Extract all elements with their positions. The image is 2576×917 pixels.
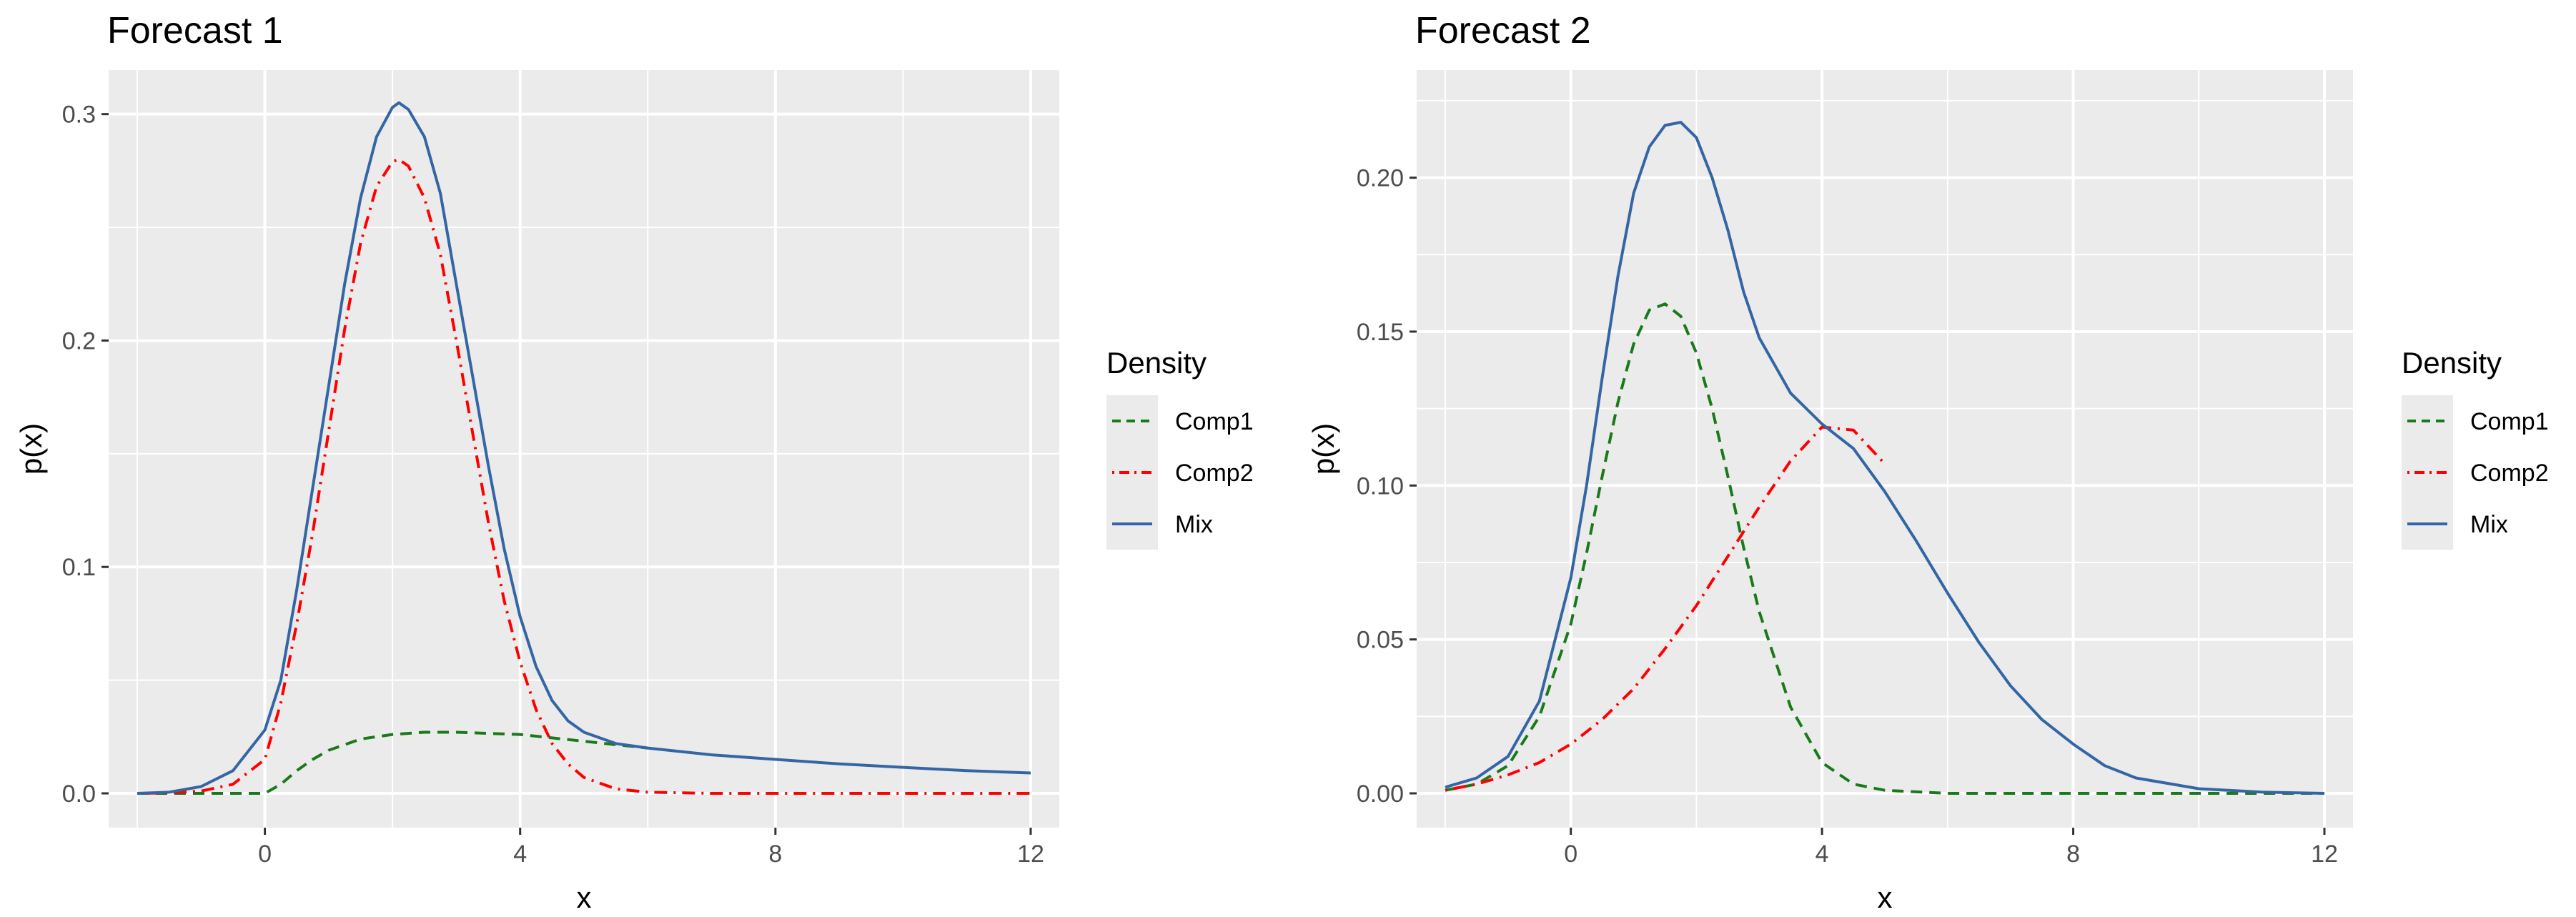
chart-1: 0 4 8 12 0.0 0.1 0.2 0.3 Forecast 1 x p(x) Density C…	[14, 10, 1254, 914]
legend-title: Density	[1106, 346, 1207, 380]
chart-title: Forecast 1	[107, 10, 283, 51]
x-tick-label: 8	[2066, 841, 2080, 868]
legend-label: Comp2	[1175, 460, 1254, 487]
y-tick-label: 0.3	[62, 101, 96, 129]
x-tick-label: 12	[1017, 841, 1044, 868]
x-tick-label: 4	[513, 841, 527, 868]
series-line-comp2	[137, 158, 1031, 795]
y-tick-label: 0.0	[62, 780, 96, 808]
x-tick-label: 8	[768, 841, 782, 868]
y-tick-label: 0.15	[1357, 319, 1404, 346]
x-axis-title: x	[1878, 881, 1893, 914]
series-line-comp1	[137, 730, 648, 795]
legend-label: Mix	[2470, 511, 2508, 538]
chart-2: 0 4 8 12 0.00 0.05 0.10 0.15 0.20 Forecast 2 x p(x)…	[1307, 10, 2549, 914]
series-line-mix	[1445, 121, 2325, 795]
plot-panel	[109, 70, 1059, 828]
legend-title: Density	[2402, 346, 2502, 380]
legend: Density Comp1 Comp2 Mix	[1106, 346, 1254, 550]
y-tick-label: 0.10	[1357, 472, 1404, 500]
y-tick-label: 0.20	[1357, 165, 1404, 192]
x-tick-label: 0	[258, 841, 272, 868]
x-tick-label: 4	[1815, 841, 1829, 868]
x-tick-label: 12	[2311, 841, 2338, 868]
legend-label: Comp1	[1175, 408, 1254, 435]
y-tick-label: 0.2	[62, 327, 96, 355]
series-line-comp1	[1445, 302, 2324, 795]
y-tick-label: 0.05	[1357, 627, 1404, 654]
y-tick-label: 0.1	[62, 554, 96, 581]
series-line-comp2	[1445, 425, 1886, 792]
legend-label: Mix	[1175, 511, 1213, 538]
chart-title: Forecast 2	[1415, 10, 1591, 51]
series-line-mix	[137, 101, 1031, 795]
legend-label: Comp2	[2470, 460, 2549, 487]
legend: Density Comp1 Comp2 Mix	[2402, 346, 2549, 550]
y-axis-title: p(x)	[1307, 423, 1340, 475]
legend-label: Comp1	[2470, 408, 2549, 435]
x-tick-label: 0	[1564, 841, 1577, 868]
y-tick-label: 0.00	[1357, 780, 1404, 808]
y-axis-title: p(x)	[14, 423, 48, 475]
plot-panel	[1417, 70, 2353, 828]
x-axis-title: x	[577, 881, 592, 914]
